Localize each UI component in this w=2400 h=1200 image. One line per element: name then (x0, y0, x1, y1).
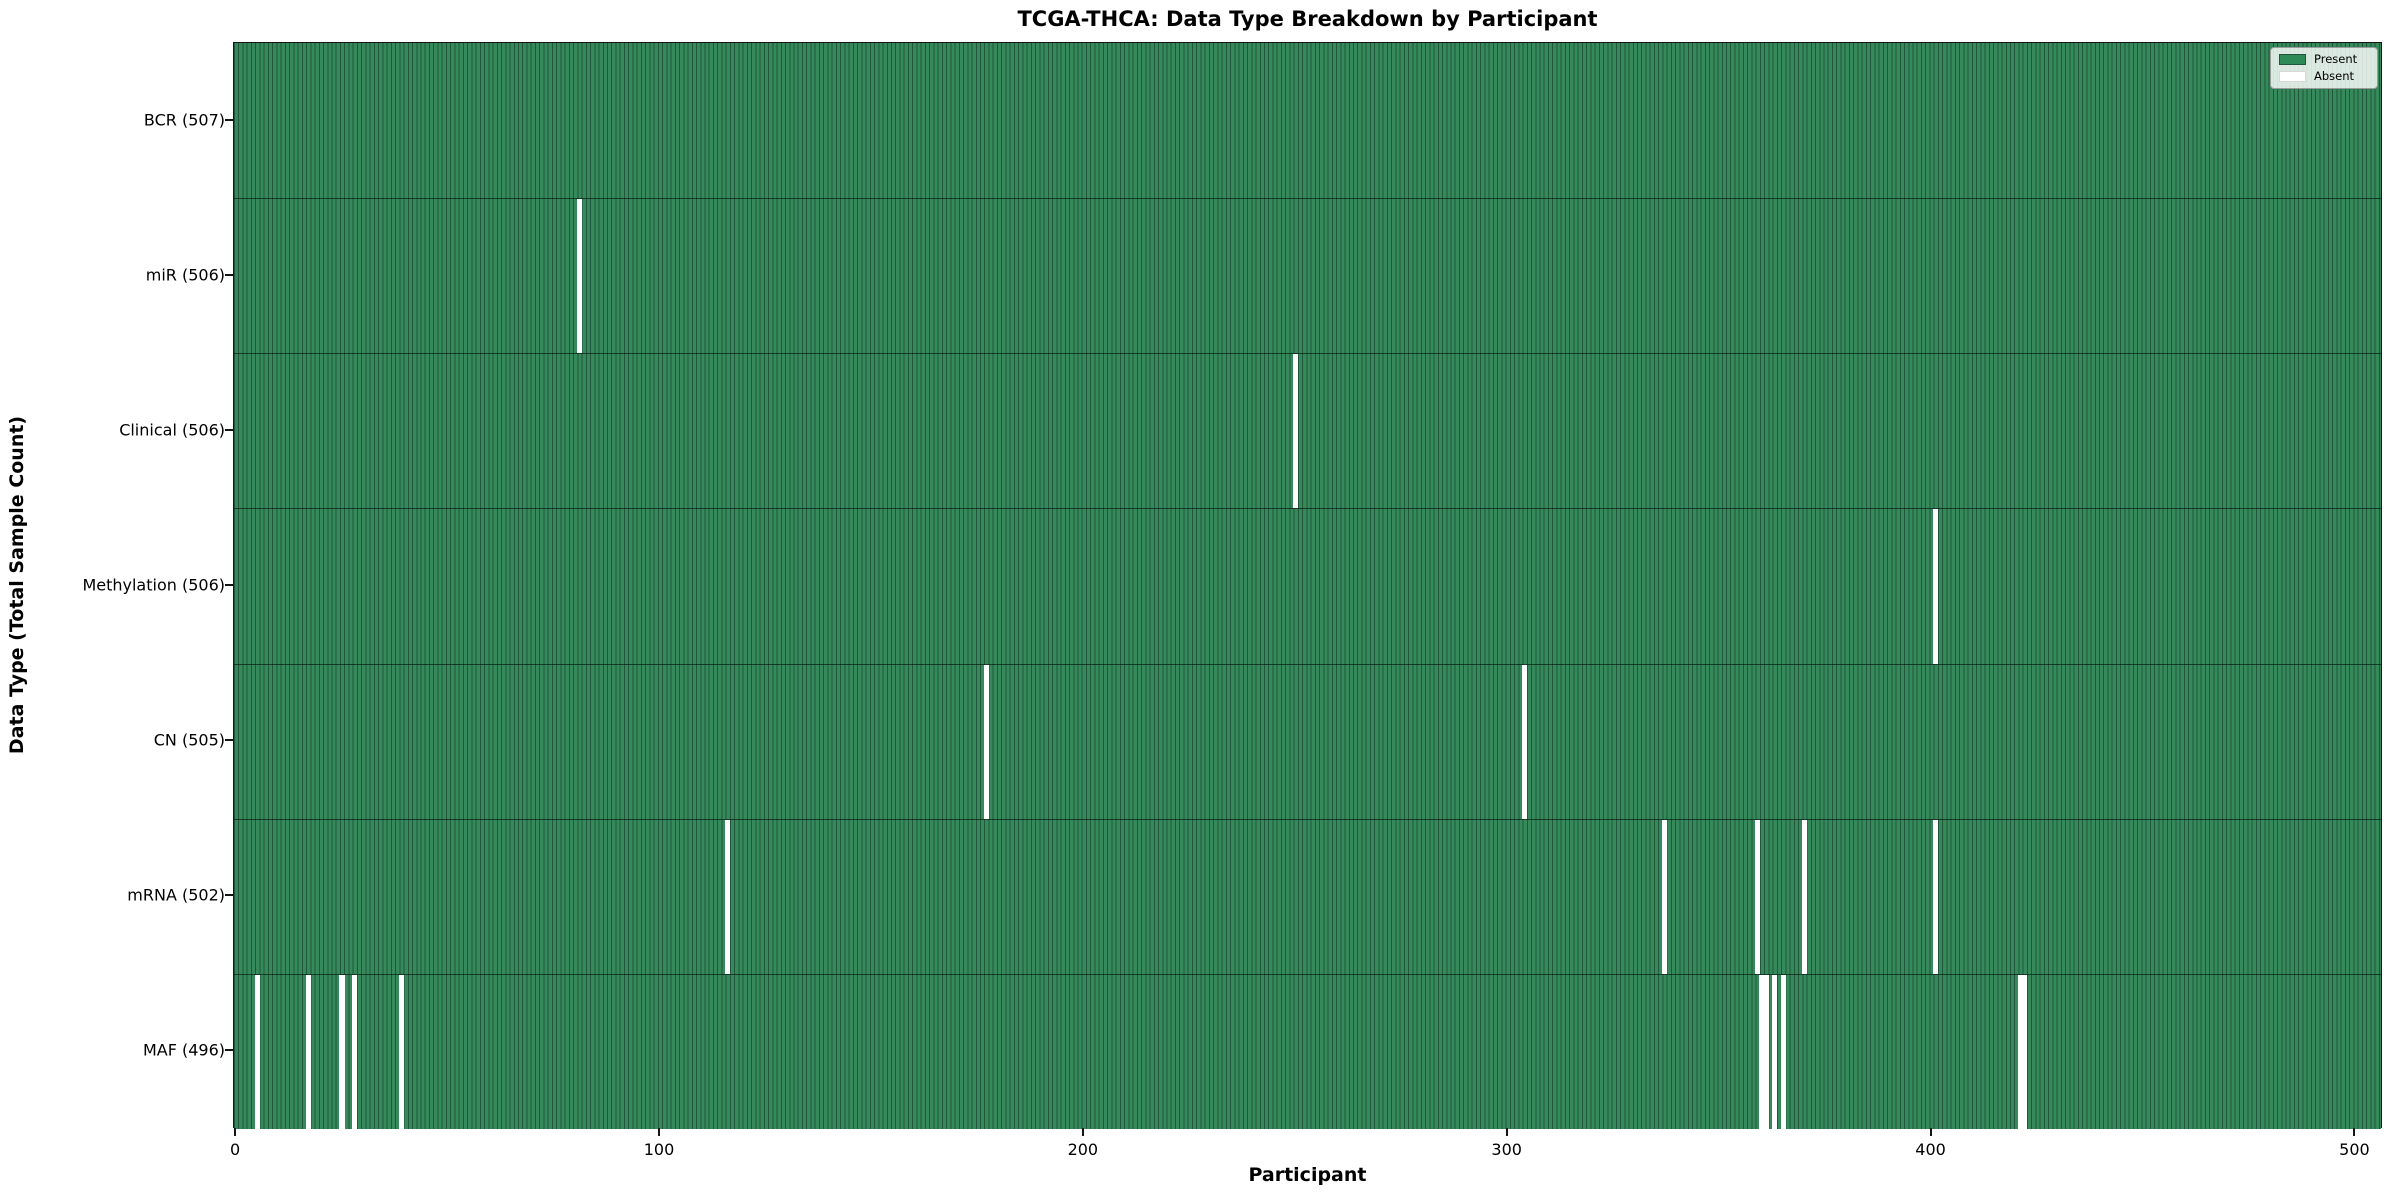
absent-stripe (339, 974, 345, 1129)
chart-title: TCGA-THCA: Data Type Breakdown by Partic… (1017, 7, 1598, 31)
y-tick-label-maf: MAF (496) (142, 1040, 225, 1060)
x-tick-mark (657, 1128, 660, 1136)
y-tick-label-clinical: Clinical (506) (119, 420, 225, 440)
x-tick-mark (234, 1128, 237, 1136)
y-tick-label-methylation: Methylation (506) (82, 575, 225, 595)
absent-stripe (1522, 664, 1528, 819)
absent-stripe (1801, 819, 1808, 974)
y-tick-label-mrna: mRNA (502) (127, 885, 225, 905)
absent-stripe (1933, 819, 1939, 974)
absent-stripe (1755, 819, 1761, 974)
row-mir (234, 198, 2381, 354)
absent-stripe (1933, 509, 1939, 664)
y-tick-label-bcr: BCR (507) (143, 110, 225, 130)
legend-entry-absent: Absent (2279, 68, 2369, 83)
legend-label-absent: Absent (2314, 68, 2355, 83)
legend: Present Absent (2270, 47, 2378, 89)
y-tick-label-mir: miR (506) (145, 265, 225, 285)
absent-stripe (2017, 974, 2024, 1129)
present-swatch (2279, 54, 2306, 66)
x-tick-label-400: 400 (1915, 1140, 1946, 1159)
absent-stripe (352, 974, 358, 1129)
absent-stripe (725, 819, 731, 974)
absent-stripe (254, 974, 260, 1129)
absent-stripe (576, 199, 583, 354)
x-tick-label-200: 200 (1067, 1140, 1099, 1159)
absent-stripe (983, 664, 989, 819)
y-tick-mark (225, 894, 233, 897)
absent-swatch (2279, 70, 2306, 82)
y-tick-mark (225, 1049, 233, 1052)
x-axis-label: Participant (1248, 1164, 1367, 1186)
row-methylation (234, 508, 2381, 664)
x-tick-mark (1081, 1128, 1084, 1136)
absent-stripe (1763, 974, 1769, 1129)
absent-stripe (1759, 974, 1765, 1129)
plot-area (233, 42, 2382, 1129)
x-tick-label-300: 300 (1491, 1140, 1522, 1159)
y-tick-label-cn: CN (505) (153, 730, 225, 750)
absent-stripe (305, 974, 311, 1129)
absent-stripe (1293, 354, 1299, 509)
absent-stripe (2022, 974, 2028, 1129)
absent-stripe (398, 974, 405, 1129)
y-tick-mark (225, 118, 233, 121)
y-tick-mark (225, 584, 233, 586)
row-clinical (234, 353, 2381, 509)
x-tick-label-100: 100 (643, 1140, 675, 1159)
y-axis-label: Data Type (Total Sample Count) (6, 415, 28, 755)
legend-label-present: Present (2314, 52, 2358, 66)
x-tick-mark (1929, 1128, 1932, 1136)
absent-stripe (1780, 974, 1786, 1129)
x-tick-mark (1505, 1128, 1508, 1136)
x-tick-mark (2353, 1128, 2356, 1136)
row-maf (234, 973, 2381, 1129)
y-tick-mark (225, 428, 233, 431)
row-mrna (234, 818, 2381, 974)
x-tick-label-500: 500 (2339, 1140, 2370, 1159)
row-bcr (234, 43, 2381, 199)
legend-entry-present: Present (2279, 52, 2369, 66)
absent-stripe (1772, 974, 1778, 1129)
x-tick-label-0: 0 (230, 1140, 241, 1159)
absent-stripe (1661, 819, 1668, 974)
row-cn (234, 663, 2381, 819)
y-tick-mark (225, 739, 233, 742)
y-tick-mark (225, 273, 233, 276)
